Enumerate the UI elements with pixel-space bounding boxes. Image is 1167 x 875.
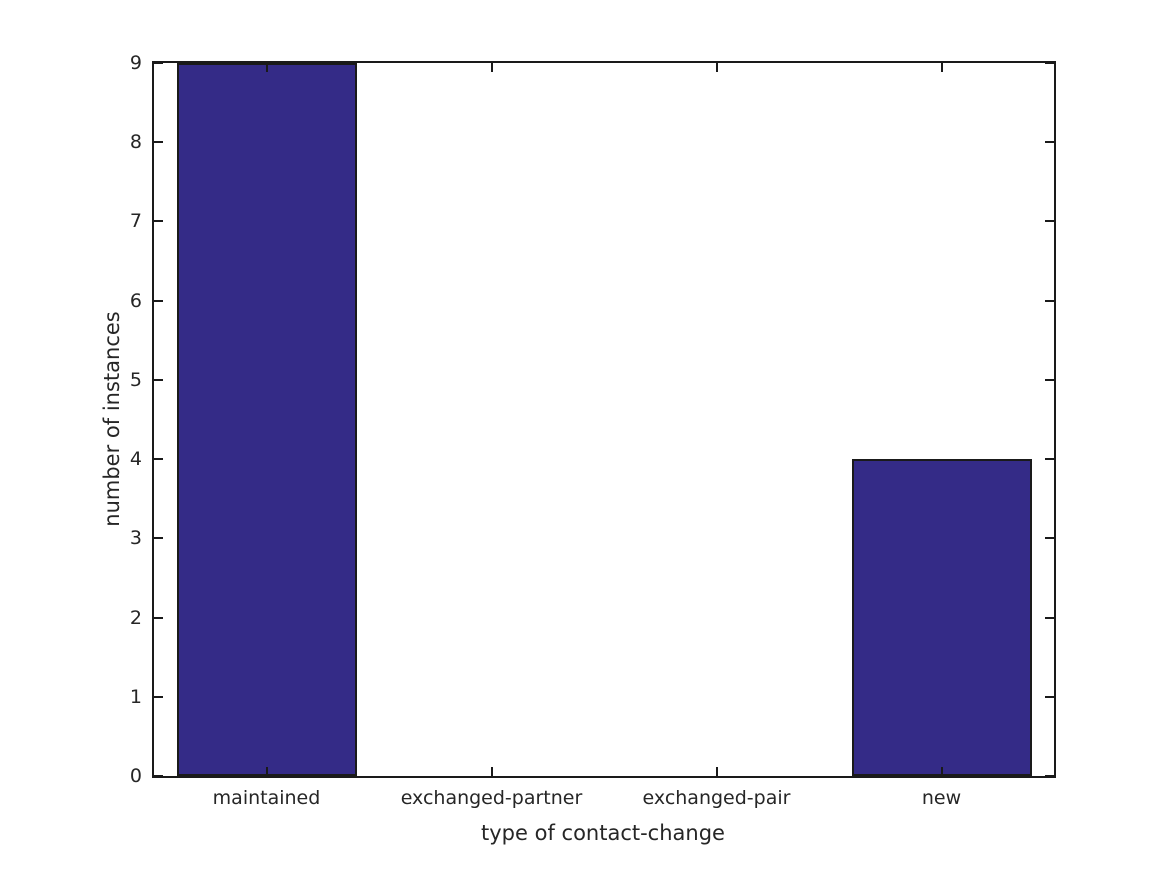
plot-area: [152, 61, 1056, 778]
y-tick-left: [154, 62, 163, 64]
y-tick-label: 9: [129, 52, 142, 74]
x-tick-label: new: [921, 787, 962, 809]
x-tick-label: exchanged-pair: [642, 787, 791, 809]
x-tick-top: [265, 63, 268, 72]
y-tick-left: [154, 299, 163, 302]
y-tick-label: 5: [129, 368, 142, 391]
y-tick-label: 1: [129, 685, 142, 708]
y-tick-left: [154, 220, 163, 223]
y-axis-label: number of instances: [100, 311, 124, 527]
bar-new: [851, 459, 1032, 776]
x-tick-bottom: [940, 767, 943, 776]
y-tick-left: [154, 616, 163, 619]
bar-maintained: [176, 63, 357, 776]
x-tick-bottom: [265, 767, 268, 776]
x-tick-label: exchanged-partner: [400, 787, 583, 809]
y-tick-left: [154, 695, 163, 698]
y-tick-right: [1045, 458, 1054, 461]
y-tick-label: 3: [129, 527, 142, 550]
y-tick-right: [1045, 299, 1054, 302]
x-tick-label: maintained: [212, 787, 321, 809]
y-tick-left: [154, 537, 163, 540]
y-tick-label: 2: [129, 606, 142, 629]
y-tick-right: [1045, 537, 1054, 540]
y-tick-right: [1045, 62, 1054, 64]
x-tick-bottom: [490, 767, 493, 776]
y-tick-label: 6: [129, 289, 142, 312]
y-tick-right: [1045, 616, 1054, 619]
y-tick-left: [154, 458, 163, 461]
x-tick-bottom: [715, 767, 718, 776]
y-tick-right: [1045, 378, 1054, 381]
y-tick-left: [154, 378, 163, 381]
y-tick-left: [154, 775, 163, 777]
y-tick-label: 8: [129, 131, 142, 154]
y-tick-right: [1045, 775, 1054, 777]
x-tick-top: [715, 63, 718, 72]
y-tick-label: 4: [129, 448, 142, 471]
y-tick-right: [1045, 141, 1054, 144]
y-tick-label: 7: [129, 210, 142, 233]
y-tick-right: [1045, 220, 1054, 223]
x-tick-top: [940, 63, 943, 72]
y-tick-right: [1045, 695, 1054, 698]
x-tick-top: [490, 63, 493, 72]
y-tick-left: [154, 141, 163, 144]
x-axis-label: type of contact-change: [481, 821, 725, 845]
y-tick-label: 0: [129, 765, 142, 787]
